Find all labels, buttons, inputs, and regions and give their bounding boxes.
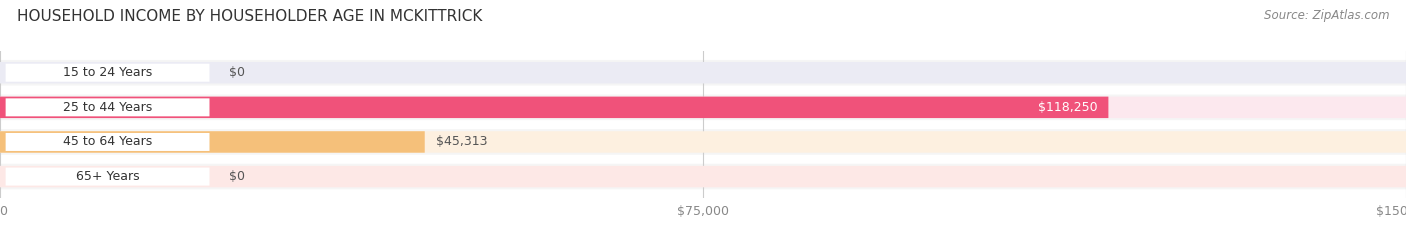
- Text: HOUSEHOLD INCOME BY HOUSEHOLDER AGE IN MCKITTRICK: HOUSEHOLD INCOME BY HOUSEHOLDER AGE IN M…: [17, 9, 482, 24]
- Text: $0: $0: [229, 170, 245, 183]
- FancyBboxPatch shape: [6, 168, 209, 186]
- Text: $118,250: $118,250: [1038, 101, 1097, 114]
- FancyBboxPatch shape: [0, 97, 1406, 118]
- FancyBboxPatch shape: [0, 164, 1406, 189]
- FancyBboxPatch shape: [6, 98, 209, 116]
- Text: $0: $0: [229, 66, 245, 79]
- Text: 15 to 24 Years: 15 to 24 Years: [63, 66, 152, 79]
- FancyBboxPatch shape: [0, 95, 1406, 120]
- Text: 45 to 64 Years: 45 to 64 Years: [63, 135, 152, 148]
- Text: Source: ZipAtlas.com: Source: ZipAtlas.com: [1264, 9, 1389, 22]
- Text: 25 to 44 Years: 25 to 44 Years: [63, 101, 152, 114]
- FancyBboxPatch shape: [6, 64, 209, 82]
- Text: $45,313: $45,313: [436, 135, 488, 148]
- FancyBboxPatch shape: [0, 131, 425, 153]
- FancyBboxPatch shape: [0, 131, 1406, 153]
- FancyBboxPatch shape: [0, 97, 1108, 118]
- FancyBboxPatch shape: [0, 62, 1406, 83]
- FancyBboxPatch shape: [6, 133, 209, 151]
- FancyBboxPatch shape: [0, 166, 1406, 187]
- FancyBboxPatch shape: [0, 129, 1406, 155]
- FancyBboxPatch shape: [0, 60, 1406, 86]
- Text: 65+ Years: 65+ Years: [76, 170, 139, 183]
